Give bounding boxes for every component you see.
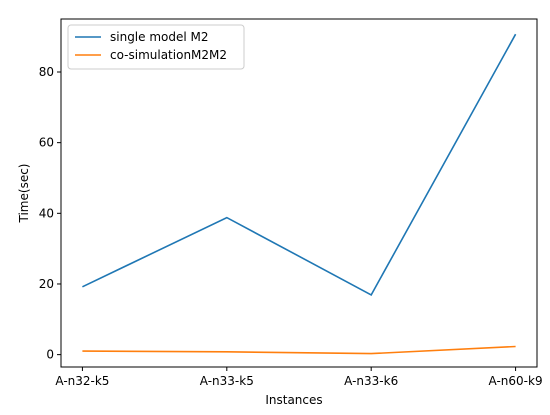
axes: A-n32-k5 A-n33-k5 A-n33-k6 A-n60-k9 0 20 40 60 8… <box>39 18 543 388</box>
plot-marks <box>82 33 517 355</box>
x-tick-label: A-n60-k9 <box>489 374 543 388</box>
x-tick-label: A-n33-k6 <box>344 374 398 388</box>
y-tick-label: 40 <box>39 206 54 220</box>
legend-label-1: co-simulationM2M2 <box>110 48 227 62</box>
legend: single model M2 co-simulationM2M2 <box>67 24 245 70</box>
legend-box <box>67 24 245 70</box>
series-line-0 <box>82 33 517 296</box>
y-tick-label: 60 <box>39 136 54 150</box>
series-line-1 <box>82 345 516 355</box>
y-tick-label: 80 <box>39 65 54 79</box>
x-tick-label: A-n33-k5 <box>200 374 254 388</box>
plot-frame <box>60 18 538 368</box>
x-axis-label: Instances <box>265 393 322 407</box>
legend-label-0: single model M2 <box>110 30 209 44</box>
y-tick-label: 0 <box>46 348 54 362</box>
y-tick-label: 20 <box>39 277 54 291</box>
y-axis-label: Time(sec) <box>17 164 31 224</box>
x-tick-label: A-n32-k5 <box>55 374 109 388</box>
